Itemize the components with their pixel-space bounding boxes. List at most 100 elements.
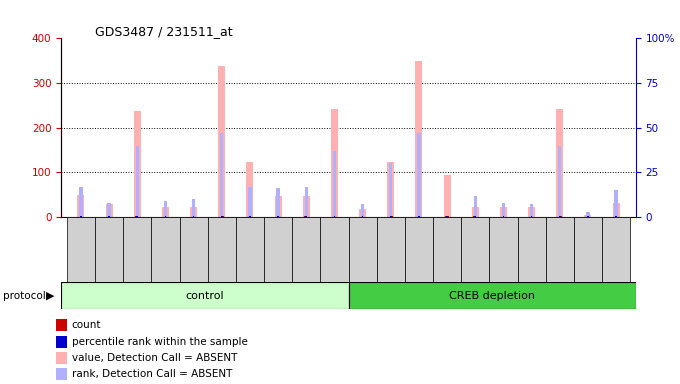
Bar xyxy=(500,207,507,217)
Text: CREB depletion: CREB depletion xyxy=(449,291,535,301)
Bar xyxy=(473,195,477,217)
Bar xyxy=(303,196,310,217)
Bar xyxy=(405,217,433,282)
Bar xyxy=(586,212,590,217)
Bar xyxy=(517,217,545,282)
Bar xyxy=(236,217,264,282)
Bar xyxy=(613,203,619,217)
Bar xyxy=(190,207,197,217)
Bar xyxy=(248,216,252,217)
Bar xyxy=(105,204,113,217)
Bar xyxy=(415,61,422,217)
Bar xyxy=(264,217,292,282)
Bar xyxy=(218,66,225,217)
Bar xyxy=(305,216,307,217)
Bar xyxy=(95,217,123,282)
Bar xyxy=(387,162,394,217)
Bar xyxy=(530,216,533,217)
Bar xyxy=(276,216,280,217)
Bar xyxy=(584,215,592,217)
Bar xyxy=(377,217,405,282)
Bar xyxy=(530,204,533,217)
Bar xyxy=(221,216,222,217)
Bar xyxy=(361,204,364,217)
Bar xyxy=(67,217,95,282)
Bar xyxy=(277,216,279,217)
Bar xyxy=(333,151,336,217)
Bar xyxy=(502,216,505,217)
Bar xyxy=(558,216,562,217)
Bar xyxy=(305,216,308,217)
Bar xyxy=(137,216,138,217)
Bar xyxy=(320,217,349,282)
Bar xyxy=(165,216,167,217)
Bar xyxy=(433,217,461,282)
Bar xyxy=(361,216,364,217)
Bar xyxy=(559,216,560,217)
Bar xyxy=(78,195,84,217)
Bar xyxy=(545,217,574,282)
Bar xyxy=(418,133,421,217)
Bar xyxy=(389,164,392,217)
Bar xyxy=(249,216,251,217)
Bar xyxy=(558,146,562,217)
Bar xyxy=(334,216,335,217)
Bar xyxy=(556,109,563,217)
Bar xyxy=(305,187,308,217)
Bar xyxy=(490,217,517,282)
Bar xyxy=(123,217,152,282)
Bar xyxy=(56,319,67,331)
Text: value, Detection Call = ABSENT: value, Detection Call = ABSENT xyxy=(71,353,237,363)
Bar xyxy=(615,216,617,217)
Bar xyxy=(586,216,590,217)
Bar xyxy=(417,216,421,217)
Bar xyxy=(192,199,195,217)
Bar xyxy=(135,146,139,217)
Bar xyxy=(473,216,477,217)
Bar xyxy=(418,216,420,217)
Bar xyxy=(349,282,636,309)
Bar xyxy=(56,336,67,348)
Text: count: count xyxy=(71,320,101,330)
Bar xyxy=(80,216,82,217)
Bar xyxy=(220,133,224,217)
Bar xyxy=(333,216,336,217)
Text: rank, Detection Call = ABSENT: rank, Detection Call = ABSENT xyxy=(71,369,232,379)
Bar xyxy=(248,187,252,217)
Bar xyxy=(135,216,139,217)
Bar xyxy=(475,216,476,217)
Text: control: control xyxy=(186,291,224,301)
Bar xyxy=(574,217,602,282)
Bar xyxy=(192,216,195,217)
Bar xyxy=(276,189,279,217)
Bar xyxy=(107,203,111,217)
Bar xyxy=(472,207,479,217)
Bar xyxy=(56,368,67,380)
Text: protocol: protocol xyxy=(3,291,46,301)
Bar xyxy=(164,201,167,217)
Bar xyxy=(108,216,110,217)
Bar xyxy=(56,352,67,364)
Bar xyxy=(587,216,589,217)
Bar xyxy=(445,216,449,217)
Bar xyxy=(443,175,451,217)
Bar xyxy=(530,216,532,217)
Bar xyxy=(61,282,349,309)
Bar xyxy=(602,217,630,282)
Bar xyxy=(275,196,282,217)
Bar xyxy=(246,162,254,217)
Bar xyxy=(152,217,180,282)
Bar xyxy=(180,217,207,282)
Bar xyxy=(292,217,320,282)
Bar xyxy=(80,187,82,217)
Bar xyxy=(359,209,366,217)
Bar xyxy=(528,207,535,217)
Bar xyxy=(615,190,617,217)
Bar xyxy=(220,216,224,217)
Bar xyxy=(362,216,363,217)
Bar xyxy=(331,109,338,217)
Bar xyxy=(79,216,83,217)
Bar xyxy=(134,111,141,217)
Bar xyxy=(614,216,618,217)
Bar xyxy=(503,216,505,217)
